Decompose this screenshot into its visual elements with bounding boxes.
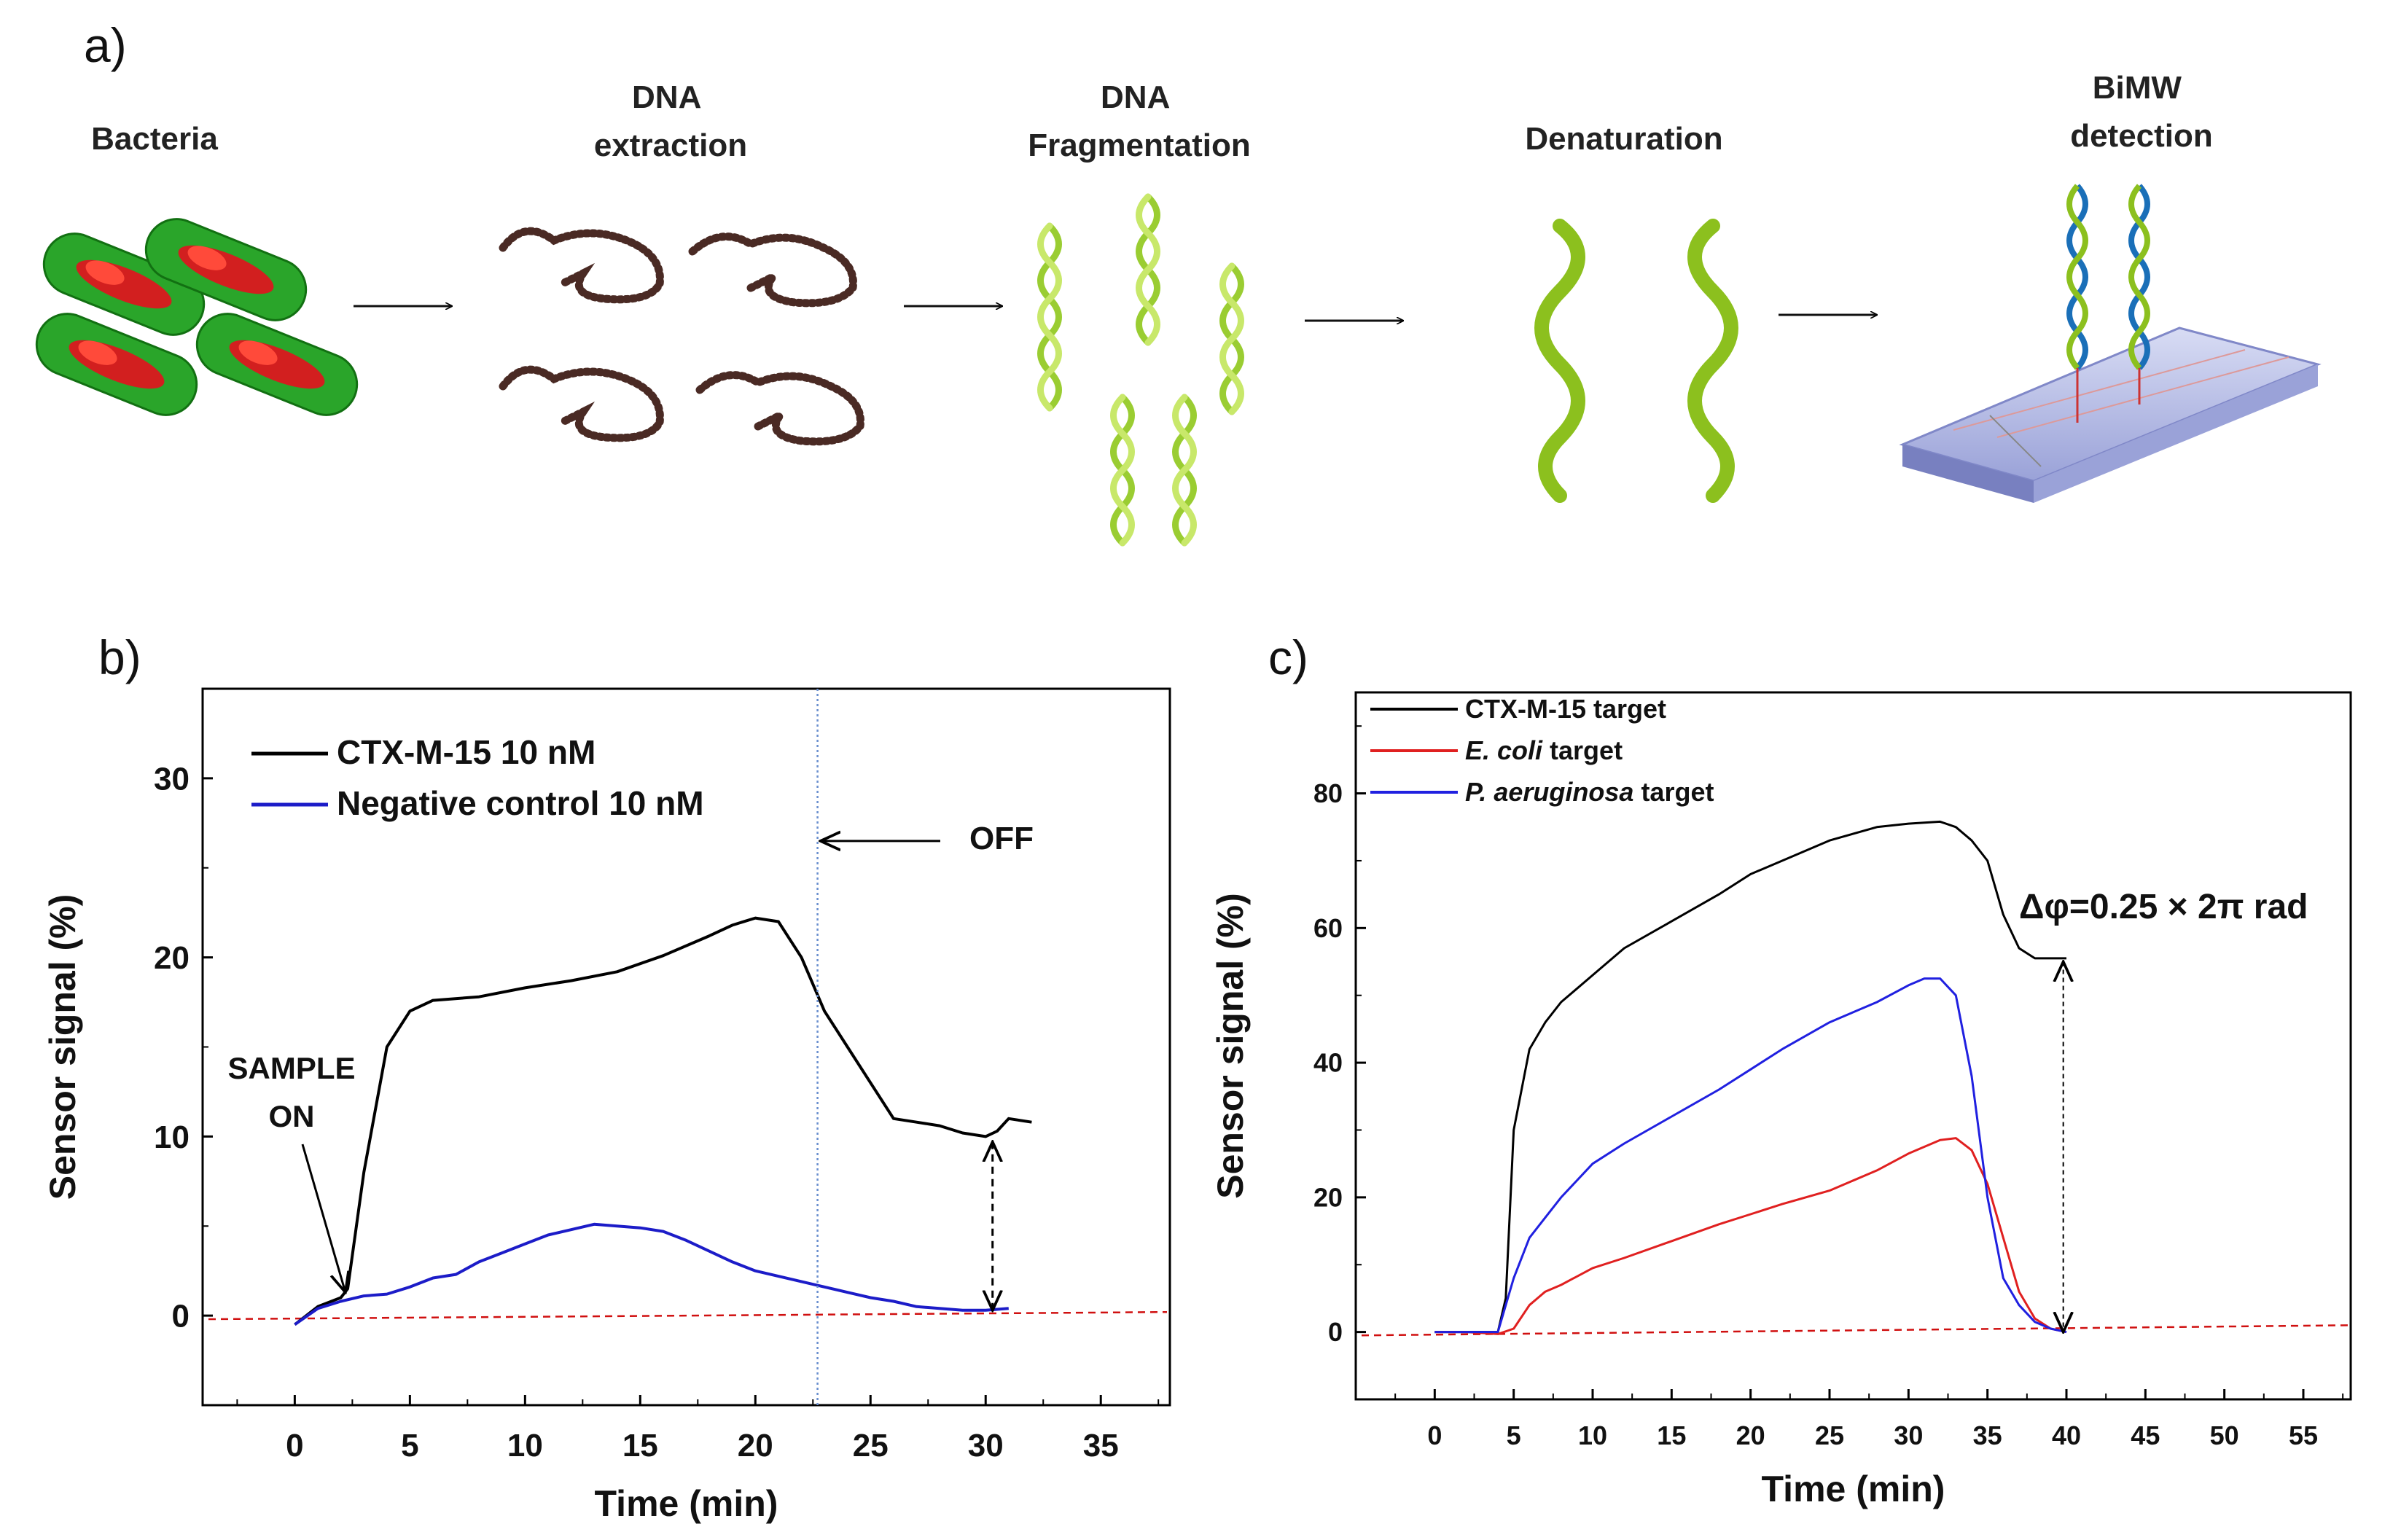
x-tick-label: 35 xyxy=(1083,1428,1119,1463)
plot-frame xyxy=(201,687,1171,1407)
bacteria-icon xyxy=(35,218,359,416)
panel-c-label: c) xyxy=(1268,630,1308,684)
panel-a-label: a) xyxy=(84,18,127,72)
series-line xyxy=(1434,1137,2067,1335)
biosensor-chip-icon xyxy=(1899,184,2322,503)
x-tick-label: 15 xyxy=(622,1428,658,1463)
step-3-title: DNA Fragmentation xyxy=(1028,79,1251,163)
x-tick-label: 0 xyxy=(286,1428,303,1463)
x-tick-label: 0 xyxy=(1427,1420,1442,1450)
phase-shift-annotation: Δφ=0.25 × 2π rad xyxy=(2019,888,2308,926)
legend-label-text: target xyxy=(1633,777,1714,807)
y-axis-title: Sensor signal (%) xyxy=(42,894,83,1200)
legend-label: Negative control 10 nM xyxy=(337,784,704,822)
step-5-title: BiMW detection xyxy=(2070,70,2213,154)
chart-c: 0 5 10 15 20 25 30 35 40 45 50 55 0 20 40 60 80 Time (min… xyxy=(1210,691,2352,1509)
x-tick-label: 40 xyxy=(2052,1420,2081,1450)
legend-label-text: target xyxy=(1542,735,1623,765)
step-2-title: DNA extraction xyxy=(594,79,747,163)
sample-on-arrow xyxy=(301,1144,345,1292)
series-line xyxy=(1434,820,2066,1334)
x-tick-label: 30 xyxy=(968,1428,1004,1463)
legend-label-text: CTX-M-15 target xyxy=(1465,694,1666,724)
x-axis-title: Time (min) xyxy=(595,1483,778,1524)
x-tick-label: 20 xyxy=(1736,1420,1765,1450)
legend-label: P. aeruginosa target xyxy=(1465,777,1714,807)
panel-b-label: b) xyxy=(98,630,141,684)
x-tick-label: 15 xyxy=(1657,1420,1686,1450)
y-tick-label: 30 xyxy=(154,761,190,797)
y-axis-title: Sensor signal (%) xyxy=(1210,893,1251,1199)
x-tick-label: 10 xyxy=(507,1428,543,1463)
baseline-line xyxy=(208,1310,1168,1321)
x-tick-label: 55 xyxy=(2289,1420,2318,1450)
y-tick-label: 20 xyxy=(154,940,190,976)
baseline-line xyxy=(1361,1324,2349,1337)
x-tick-label: 30 xyxy=(1894,1420,1923,1450)
legend-label: CTX-M-15 target xyxy=(1465,694,1666,724)
legend-label-italic: E. coli xyxy=(1465,735,1543,765)
dna-fragment-icon xyxy=(1037,193,1244,547)
y-tick-label: 40 xyxy=(1313,1048,1343,1078)
x-tick-label: 25 xyxy=(853,1428,889,1463)
x-tick-label: 45 xyxy=(2131,1420,2160,1450)
y-tick-label: 10 xyxy=(154,1119,190,1155)
x-tick-label: 50 xyxy=(2210,1420,2239,1450)
y-tick-label: 60 xyxy=(1313,913,1343,943)
x-tick-label: 10 xyxy=(1578,1420,1607,1450)
y-tick-label: 80 xyxy=(1313,778,1343,808)
panel-c: c) 0 5 10 15 20 25 30 35 40 45 50 55 0 20 40 60 80 Time (… xyxy=(1210,630,2352,1509)
y-tick-label: 20 xyxy=(1313,1182,1343,1212)
series-line xyxy=(294,916,1032,1326)
plot-frame xyxy=(1354,691,2352,1401)
step-1-title: Bacteria xyxy=(91,121,218,157)
y-tick-label: 0 xyxy=(172,1299,190,1334)
legend-label-italic: P. aeruginosa xyxy=(1465,777,1633,807)
series-line xyxy=(294,1222,1009,1326)
dna-strand-icon xyxy=(499,227,864,446)
single-strand-icon xyxy=(1534,219,1738,503)
sample-on-annotation: SAMPLE ON xyxy=(227,1051,355,1133)
legend-label: CTX-M-15 10 nM xyxy=(337,733,596,771)
x-tick-label: 25 xyxy=(1815,1420,1844,1450)
chart-b: 0 5 10 15 20 25 30 35 0 10 20 30 Time (min) Sensor si… xyxy=(42,687,1171,1524)
annotation-line: SAMPLE xyxy=(227,1051,355,1085)
annotation-line: ON xyxy=(269,1099,315,1133)
x-axis-title: Time (min) xyxy=(1762,1469,1945,1509)
x-tick-label: 5 xyxy=(1507,1420,1521,1450)
panel-b: b) 0 5 10 15 20 25 30 35 0 10 20 30 Time (min) Sensor… xyxy=(42,630,1171,1524)
legend-label: E. coli target xyxy=(1465,735,1623,765)
x-tick-label: 35 xyxy=(1973,1420,2002,1450)
x-tick-label: 5 xyxy=(401,1428,418,1463)
panel-a: a) Bacteria DNA extraction DNA Fragmenta… xyxy=(35,18,2322,547)
x-tick-label: 20 xyxy=(738,1428,773,1463)
y-tick-label: 0 xyxy=(1328,1317,1343,1347)
series-line xyxy=(1434,977,2067,1334)
off-annotation: OFF xyxy=(969,821,1034,856)
step-4-title: Denaturation xyxy=(1525,121,1722,157)
